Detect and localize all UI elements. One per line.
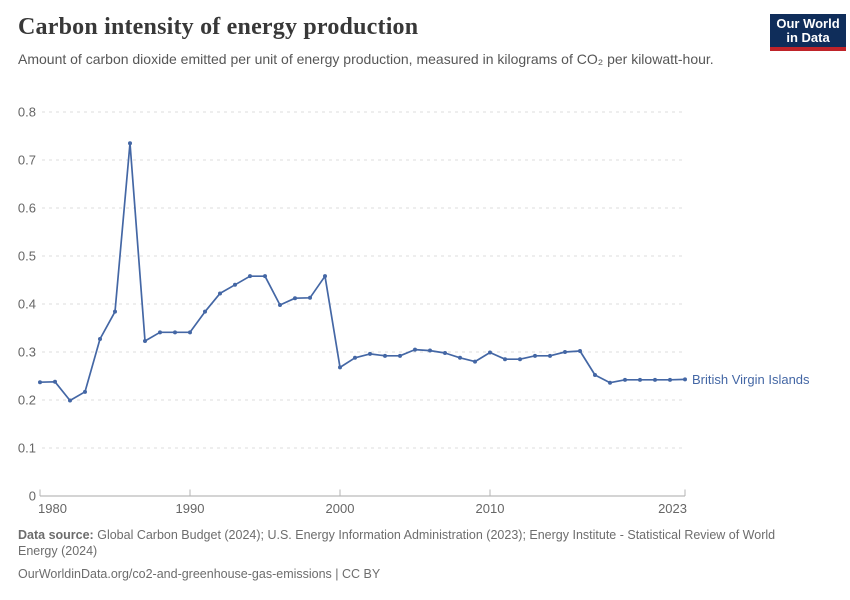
y-tick-label: 0 <box>29 489 36 504</box>
data-point[interactable] <box>83 389 87 394</box>
data-point[interactable] <box>353 355 357 360</box>
x-tick-label: 2010 <box>476 501 505 516</box>
y-tick-label: 0.4 <box>18 297 36 312</box>
data-point[interactable] <box>533 353 537 358</box>
data-point[interactable] <box>143 338 147 343</box>
data-point[interactable] <box>578 349 582 354</box>
data-point[interactable] <box>308 295 312 300</box>
data-point[interactable] <box>623 377 627 382</box>
data-point[interactable] <box>413 347 417 352</box>
data-point[interactable] <box>683 377 687 382</box>
data-point[interactable] <box>278 302 282 307</box>
data-point[interactable] <box>473 359 477 364</box>
x-tick-label: 2000 <box>326 501 355 516</box>
data-point[interactable] <box>128 141 132 146</box>
x-tick-label: 2023 <box>658 501 687 516</box>
data-line[interactable] <box>39 142 686 402</box>
data-point[interactable] <box>518 357 522 362</box>
license-line: OurWorldinData.org/co2-and-greenhouse-ga… <box>18 567 381 581</box>
y-tick-label: 0.7 <box>18 153 36 168</box>
y-tick-label: 0.3 <box>18 345 36 360</box>
data-point[interactable] <box>323 274 327 279</box>
page-title: Carbon intensity of energy production <box>18 14 419 40</box>
y-tick-label: 0.2 <box>18 393 36 408</box>
data-point[interactable] <box>398 353 402 358</box>
y-tick-label: 0.5 <box>18 249 36 264</box>
data-point[interactable] <box>458 355 462 360</box>
logo-line2: in Data <box>786 30 830 45</box>
logo-line1: Our World <box>776 16 840 31</box>
data-point[interactable] <box>608 380 612 385</box>
y-tick-label: 0.8 <box>18 105 36 120</box>
data-point[interactable] <box>548 353 552 358</box>
chart-subtitle: Amount of carbon dioxide emitted per uni… <box>18 51 714 67</box>
data-point[interactable] <box>668 377 672 382</box>
data-point[interactable] <box>638 377 642 382</box>
data-source-line: Data source: Global Carbon Budget (2024)… <box>18 527 803 559</box>
data-point[interactable] <box>293 296 297 301</box>
series-label: British Virgin Islands <box>692 372 810 387</box>
data-point[interactable] <box>488 350 492 355</box>
x-tick-label: 1990 <box>176 501 205 516</box>
data-point[interactable] <box>38 380 42 385</box>
data-point[interactable] <box>68 398 72 403</box>
data-point[interactable] <box>503 357 507 362</box>
data-point[interactable] <box>653 377 657 382</box>
data-point[interactable] <box>53 379 57 384</box>
y-tick-label: 0.1 <box>18 441 36 456</box>
data-point[interactable] <box>233 282 237 287</box>
data-point[interactable] <box>383 353 387 358</box>
data-point[interactable] <box>218 291 222 296</box>
data-source-text: Global Carbon Budget (2024); U.S. Energy… <box>18 528 776 558</box>
data-point[interactable] <box>263 274 267 279</box>
data-point[interactable] <box>98 337 102 342</box>
data-point[interactable] <box>338 365 342 370</box>
data-point[interactable] <box>203 309 207 314</box>
data-point[interactable] <box>113 309 117 314</box>
data-point[interactable] <box>593 373 597 378</box>
data-point[interactable] <box>368 351 372 356</box>
data-point[interactable] <box>158 330 162 335</box>
data-point[interactable] <box>173 330 177 335</box>
data-point[interactable] <box>188 330 192 335</box>
owid-logo[interactable]: Our World in Data <box>770 14 846 51</box>
data-point[interactable] <box>563 350 567 354</box>
y-tick-label: 0.6 <box>18 201 36 216</box>
data-point[interactable] <box>443 350 447 355</box>
x-tick-label: 1980 <box>38 501 67 516</box>
chart-footer: Data source: Global Carbon Budget (2024)… <box>18 527 818 582</box>
data-source-label: Data source: <box>18 528 94 542</box>
data-point[interactable] <box>428 348 432 353</box>
data-point[interactable] <box>248 274 252 279</box>
